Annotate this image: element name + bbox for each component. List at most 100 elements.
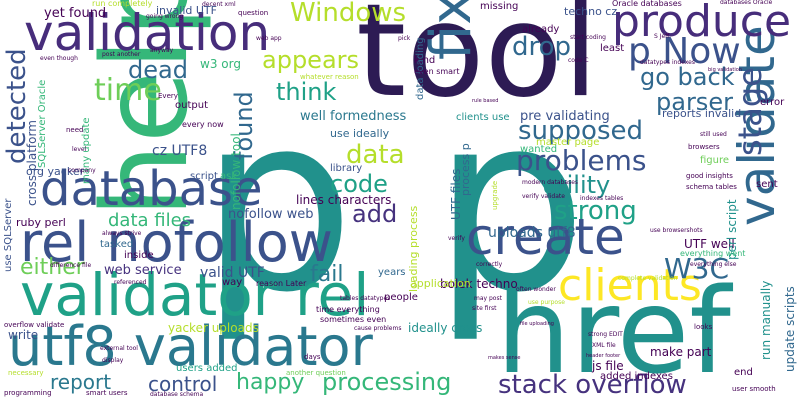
word-add: add [352, 200, 398, 228]
word-whatever-reason: whatever reason [300, 73, 359, 81]
word-tool: tool [356, 0, 599, 126]
word-think: think [276, 78, 337, 106]
word-reports-invalid: reports invalid [662, 107, 742, 120]
word-necessary: necessary [8, 369, 44, 377]
word-valid-utf: valid UTF [200, 265, 265, 281]
word-rule-based: rule based [472, 98, 499, 104]
word-run-completely: run completely [92, 0, 153, 8]
word-yet-found: yet found [44, 6, 107, 21]
word-make-part: make part [650, 345, 712, 359]
word-use-purpose: use purpose [528, 299, 565, 306]
word-create: create [466, 208, 625, 266]
word-js-file: js file [592, 359, 624, 373]
word-master-page: master page [536, 137, 600, 148]
word-output: output [175, 100, 208, 111]
word-even-though: even though [40, 55, 78, 62]
word-w3-org: w3 org [200, 57, 241, 71]
word-yacker-uploads: yacker uploads [168, 321, 259, 335]
word-strong: strong [554, 196, 637, 226]
word-already: already [522, 24, 560, 35]
word-ruby-perl: ruby perl [16, 216, 66, 229]
word-happy: happy [236, 370, 305, 395]
word-drop: drop [512, 32, 572, 62]
word-database: database [40, 161, 263, 217]
word-code: code [330, 170, 388, 198]
word-upgrade: upgrade [491, 180, 499, 210]
word-may-post: may post [474, 295, 502, 302]
word-bolek-techno: bolek techno [440, 277, 518, 291]
word-going-wrong: going wrong [146, 13, 184, 20]
word-fix: fix [419, 0, 484, 60]
word-clients-use: clients use [456, 112, 510, 123]
word-stack-overflow: stack overflow [498, 370, 687, 400]
word-utf-well: UTF well [684, 237, 735, 251]
word-pre-validating: pre validating [520, 109, 610, 124]
word-need: need [66, 126, 84, 134]
word-time-everything: time everything [316, 305, 380, 314]
word-strong-edit: strong EDIT [588, 331, 623, 338]
word-site-first: site first [472, 305, 497, 312]
word-every: Every [158, 92, 178, 100]
word-still-used: still used [700, 131, 727, 138]
word-figure: figure [700, 155, 730, 166]
word-dead: dead [128, 56, 188, 84]
word-time: time [94, 73, 162, 108]
word-invalid-utf: invalid UTF [156, 4, 217, 17]
word-modern-databases: modern databases [522, 179, 579, 186]
word-display: display [102, 357, 124, 364]
word-external-tool: external tool [100, 345, 138, 352]
word-web-app: web app [256, 35, 282, 42]
word-use-ideally: use ideally [330, 127, 390, 140]
word-validator-rel: validator rel [20, 261, 370, 329]
word-decent-xml: decent xml [202, 1, 236, 8]
word-big-validation: big validation [708, 67, 742, 73]
word-databases-oracle: databases Oracle [720, 0, 773, 6]
word-ideally-cross: ideally cross [408, 321, 483, 335]
word-verify: verify [448, 235, 465, 242]
word-application: application [410, 277, 471, 290]
word-file-uploading: file uploading [520, 321, 554, 327]
word-cause-problems: cause problems [354, 325, 402, 332]
word-processing: processing [322, 368, 452, 396]
word-utf8-validator: utf8 validator [8, 315, 373, 378]
word-post-another: post another [102, 51, 141, 58]
word-loading-process: loading process [407, 205, 420, 292]
word-clients: clients [558, 260, 702, 311]
word-even-smart: even smart [414, 67, 460, 76]
word-least: least [600, 43, 625, 54]
word-end: end [734, 367, 753, 378]
word-nofollow-web: nofollow web [228, 207, 314, 222]
word-indexes-tables: indexes tables [580, 195, 624, 202]
word-database-schema: database schema [150, 391, 204, 398]
word-company: company [68, 167, 96, 174]
word-p-p: p p [200, 62, 588, 346]
word-tables-datatypes: tables datatypes [340, 295, 391, 302]
word-p-now: p Now [628, 31, 741, 72]
word-problems: problems [516, 144, 647, 177]
word-another-question: another question [286, 369, 346, 377]
word-code-c: code C [568, 57, 589, 64]
word-added-indexes: added indexes [600, 371, 673, 382]
word-kind: kind [414, 55, 436, 66]
word-reason-later: reason Later [256, 279, 307, 288]
word-good-insights: good insights [686, 172, 733, 180]
word-data: data [346, 140, 405, 170]
word-user-smooth: user smooth [732, 385, 776, 393]
word-start-coding: start coding [570, 34, 606, 41]
word-appears: appears [262, 46, 360, 74]
word-run-manually: run manually [759, 280, 773, 360]
word-control: control [148, 372, 218, 396]
word-everything-went: everything went [680, 249, 746, 258]
word-way: way [222, 277, 243, 288]
word-anyway: anyway [150, 47, 174, 54]
word-oracle-databases: Oracle databases [612, 0, 682, 8]
word-s-jeff: S Jeff [654, 33, 670, 40]
word-update-scripts: update scripts [783, 286, 797, 372]
word-write: write [8, 328, 39, 342]
word-years: years [378, 267, 406, 278]
word-smart-users: smart users [86, 389, 128, 397]
word-everything-else: everything else [690, 261, 737, 268]
word-uploads-utf8: uploads utf8 [488, 225, 576, 241]
word-schema-tables: schema tables [686, 183, 737, 191]
